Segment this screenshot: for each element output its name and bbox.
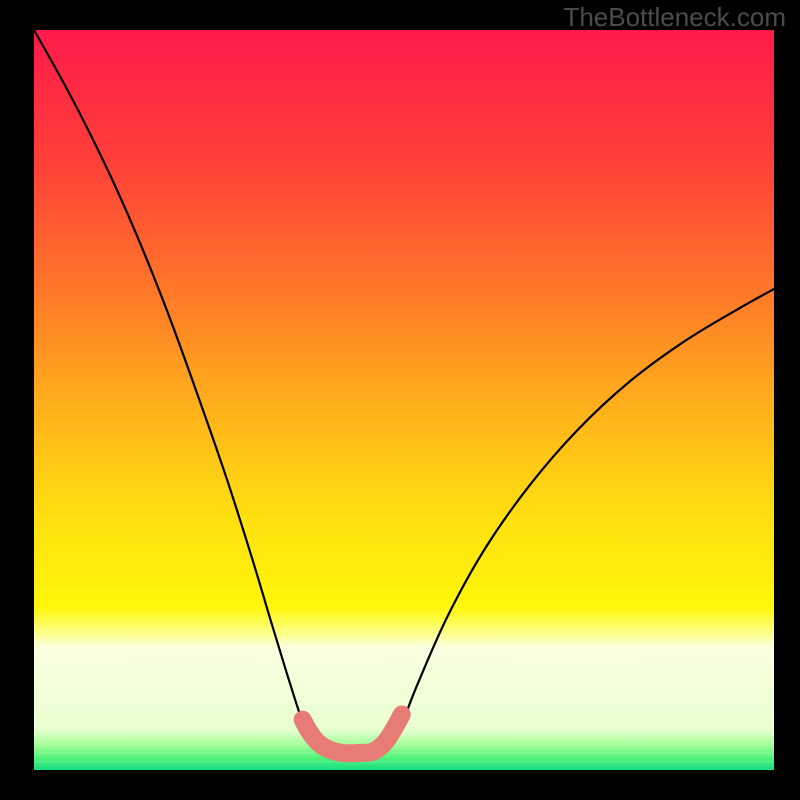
watermark-text: TheBottleneck.com [563, 2, 786, 33]
plot-svg [34, 30, 774, 770]
chart-frame: { "watermark": { "text": "TheBottleneck.… [0, 0, 800, 800]
gradient-background [34, 30, 774, 770]
plot-area [34, 30, 774, 770]
